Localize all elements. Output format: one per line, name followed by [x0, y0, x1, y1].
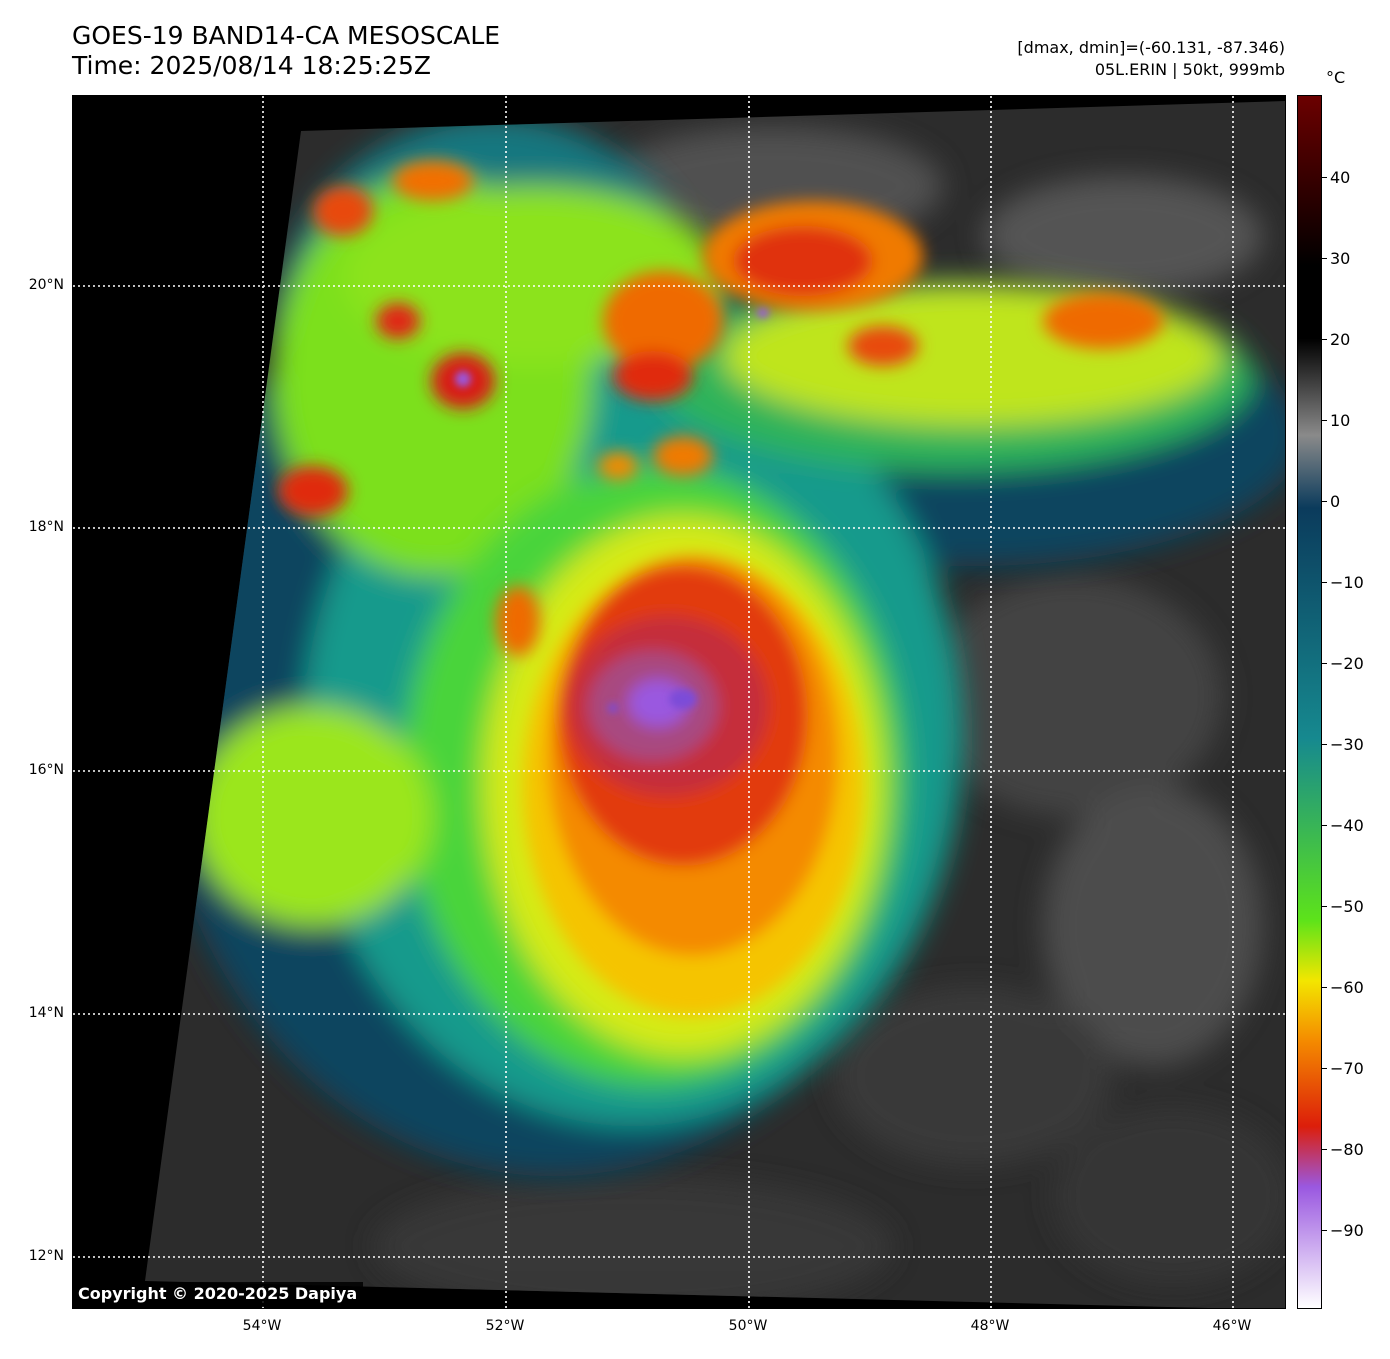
- colorbar-tick: [1322, 825, 1327, 826]
- graticule: [73, 96, 1285, 1308]
- colorbar-label-0: 0: [1330, 492, 1341, 511]
- lon-label-52w: 52°W: [485, 1318, 525, 1334]
- colorbar-tick: [1322, 339, 1327, 340]
- copyright-notice: Copyright © 2020-2025 Dapiya: [74, 1282, 364, 1307]
- colorbar-label-10: 10: [1330, 411, 1351, 430]
- colorbar-tick: [1322, 906, 1327, 907]
- colorbar: [1297, 95, 1322, 1309]
- colorbar-tick: [1322, 582, 1327, 583]
- satellite-map: [72, 95, 1286, 1309]
- colorbar-label-minus40: −40: [1330, 816, 1364, 835]
- colorbar-tick: [1322, 663, 1327, 664]
- colorbar-label-minus20: −20: [1330, 654, 1364, 673]
- image-title: GOES-19 BAND14-CA MESOSCALE: [72, 21, 501, 50]
- lat-label-14n: 14°N: [28, 1005, 64, 1021]
- colorbar-tick: [1322, 258, 1327, 259]
- lat-label-18n: 18°N: [28, 519, 64, 535]
- storm-info: 05L.ERIN | 50kt, 999mb: [1094, 60, 1285, 79]
- lon-label-54w: 54°W: [242, 1318, 282, 1334]
- colorbar-tick: [1322, 744, 1327, 745]
- colorbar-label-20: 20: [1330, 330, 1351, 349]
- colorbar-tick: [1322, 501, 1327, 502]
- colorbar-tick: [1322, 1149, 1327, 1150]
- colorbar-tick: [1322, 177, 1327, 178]
- lon-label-48w: 48°W: [970, 1318, 1010, 1334]
- colorbar-tick: [1322, 987, 1327, 988]
- temperature-range: [dmax, dmin]=(-60.131, -87.346): [1017, 38, 1285, 57]
- colorbar-label-40: 40: [1330, 168, 1351, 187]
- colorbar-tick: [1322, 420, 1327, 421]
- lat-label-20n: 20°N: [28, 277, 64, 293]
- lon-label-50w: 50°W: [728, 1318, 768, 1334]
- colorbar-tick: [1322, 1230, 1327, 1231]
- image-timestamp: Time: 2025/08/14 18:25:25Z: [72, 51, 431, 80]
- colorbar-label-minus60: −60: [1330, 978, 1364, 997]
- colorbar-unit: °C: [1326, 68, 1346, 87]
- colorbar-label-minus50: −50: [1330, 897, 1364, 916]
- lat-label-12n: 12°N: [28, 1248, 64, 1264]
- colorbar-tick: [1322, 1068, 1327, 1069]
- infrared-imagery: [73, 96, 1285, 1308]
- lon-label-46w: 46°W: [1212, 1318, 1252, 1334]
- lat-label-16n: 16°N: [28, 762, 64, 778]
- colorbar-label-minus30: −30: [1330, 735, 1364, 754]
- colorbar-label-minus10: −10: [1330, 573, 1364, 592]
- colorbar-label-minus90: −90: [1330, 1221, 1364, 1240]
- colorbar-label-30: 30: [1330, 249, 1351, 268]
- colorbar-label-minus70: −70: [1330, 1059, 1364, 1078]
- colorbar-label-minus80: −80: [1330, 1140, 1364, 1159]
